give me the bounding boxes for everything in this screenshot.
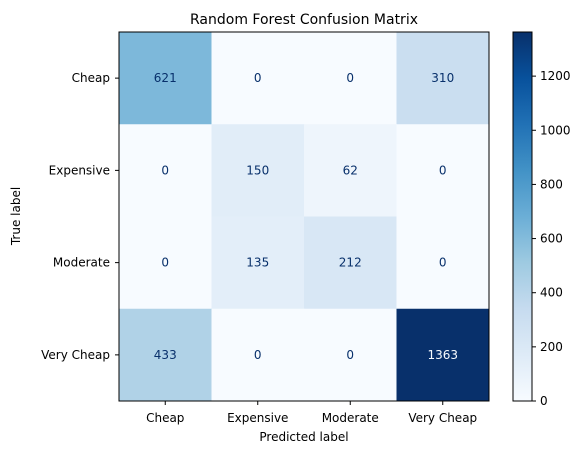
- matrix-cell: [396, 124, 490, 217]
- matrix-cell: [396, 32, 490, 125]
- cell-value-label: 0: [346, 71, 354, 85]
- matrix-cell: [304, 124, 397, 217]
- colorbar-tick-label: 1200: [540, 69, 571, 83]
- cell-value-label: 0: [439, 256, 447, 270]
- colorbar-tick-label: 800: [540, 177, 563, 191]
- colorbar-tick-label: 0: [540, 394, 548, 408]
- y-tick-label: Moderate: [53, 256, 110, 270]
- matrix-cell: [304, 308, 397, 402]
- cell-value-label: 0: [161, 256, 169, 270]
- matrix-cell: [211, 124, 305, 217]
- cell-value-label: 135: [246, 256, 269, 270]
- matrix-cell: [396, 216, 490, 310]
- matrix-cell: [119, 216, 212, 310]
- matrix-cell: [396, 308, 490, 402]
- cell-value-label: 0: [161, 163, 169, 177]
- cell-value-label: 433: [154, 348, 177, 362]
- x-tick-label: Very Cheap: [408, 411, 477, 425]
- matrix-cell: [304, 216, 397, 310]
- matrix-cell: [119, 124, 212, 217]
- cell-value-label: 0: [439, 163, 447, 177]
- chart-title: Random Forest Confusion Matrix: [190, 12, 418, 28]
- cell-value-label: 62: [343, 163, 358, 177]
- cell-value-label: 0: [254, 348, 262, 362]
- y-tick-label: Very Cheap: [41, 348, 110, 362]
- y-tick-label: Cheap: [72, 71, 110, 85]
- y-tick-label: Expensive: [49, 163, 110, 177]
- x-tick-label: Cheap: [146, 411, 184, 425]
- matrix-cell: [211, 216, 305, 310]
- cell-value-label: 150: [246, 163, 269, 177]
- x-tick-label: Expensive: [227, 411, 288, 425]
- matrix-cell: [119, 308, 212, 402]
- matrix-cell: [119, 32, 212, 125]
- cell-value-label: 1363: [427, 348, 458, 362]
- x-tick-label: Moderate: [322, 411, 379, 425]
- x-axis-label: Predicted label: [259, 430, 348, 444]
- colorbar-tick-label: 200: [540, 340, 563, 354]
- cell-value-label: 0: [346, 348, 354, 362]
- cell-value-label: 0: [254, 71, 262, 85]
- colorbar-tick-label: 400: [540, 286, 563, 300]
- matrix-cell: [211, 32, 305, 125]
- cell-value-label: 621: [154, 71, 177, 85]
- matrix-cell: [211, 308, 305, 402]
- y-axis-label: True label: [9, 187, 23, 246]
- colorbar-tick-label: 1000: [540, 123, 571, 137]
- colorbar-tick-label: 600: [540, 232, 563, 246]
- plot-frame: [118, 31, 490, 402]
- colorbar: [512, 31, 533, 402]
- cell-value-label: 310: [431, 71, 454, 85]
- matrix-cell: [304, 32, 397, 125]
- cell-value-label: 212: [339, 256, 362, 270]
